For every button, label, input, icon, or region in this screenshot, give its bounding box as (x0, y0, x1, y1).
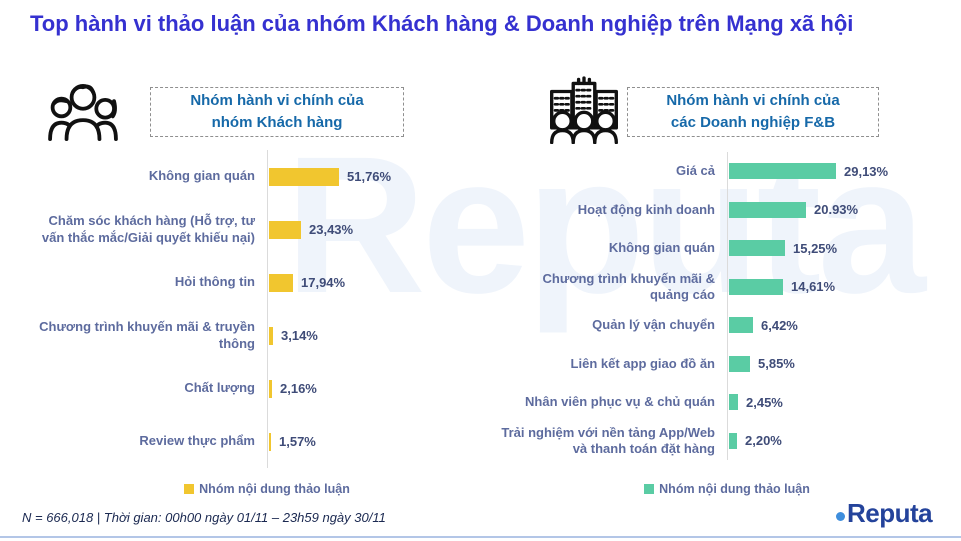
buildings-people-icon (543, 74, 625, 144)
people-group-icon (45, 78, 121, 142)
business-chart-title-line1: Nhóm hành vi chính của (666, 92, 840, 110)
chart-row: Không gian quán 51,76% (30, 150, 460, 203)
business-chart-title-line2: các Doanh nghiệp F&B (670, 114, 836, 131)
bar (729, 240, 785, 257)
bar (269, 379, 272, 398)
value-label: 1,57% (279, 434, 316, 449)
value-label: 17,94% (301, 275, 346, 290)
business-chart-legend: Nhóm nội dung thảo luận (577, 482, 877, 496)
bar (729, 163, 836, 180)
category-label: Chương trình khuyến mãi & quảng cáo (542, 270, 716, 302)
category-label: Chăm sóc khách hàng (Hỗ trợ, tư vấn thắc… (41, 213, 255, 245)
chart-row: Hỏi thông tin 17,94% (30, 256, 460, 309)
bar (269, 167, 339, 186)
bar-area: 20.93% (727, 190, 945, 229)
chart-row: Giá cả 29,13% (500, 152, 945, 191)
bar (269, 273, 293, 292)
value-label: 20.93% (814, 202, 859, 218)
legend-swatch-green (644, 484, 655, 494)
category-label: Không gian quán (148, 168, 255, 184)
value-label: 14,61% (791, 279, 836, 295)
reputa-logo: Reputa (836, 498, 933, 528)
bar (729, 355, 750, 372)
business-chart-header: Nhóm hành vi chính của các Doanh nghiệp … (627, 87, 879, 137)
category-label: Giá cả (675, 163, 715, 179)
business-chart: Giá cả 29,13% Hoạt động kinh doanh 20.93% Kh… (500, 152, 945, 460)
page-title: Top hành vi thảo luận của nhóm Khách hàn… (30, 11, 854, 36)
bar-area: 17,94% (267, 256, 460, 309)
chart-row: Quản lý vận chuyển 6,42% (500, 306, 945, 345)
customer-chart: Không gian quán 51,76% Chăm sóc khách hàng… (30, 150, 460, 468)
value-label: 2,20% (745, 433, 782, 449)
customer-chart-legend: Nhóm nội dung thảo luận (117, 482, 417, 496)
bar (729, 201, 806, 218)
customer-chart-title-line2: nhóm Khách hàng (211, 114, 343, 131)
value-label: 15,25% (793, 240, 838, 256)
category-label: Quản lý vận chuyển (592, 317, 715, 333)
chart-row: Trải nghiệm với nền tảng App/Web và than… (500, 421, 945, 460)
bar (729, 394, 738, 411)
bar (729, 278, 783, 295)
category-label: Không gian quán (608, 240, 715, 256)
chart-row: Chương trình khuyến mãi & quảng cáo 14,61… (500, 267, 945, 306)
bar-area: 14,61% (727, 267, 945, 306)
legend-label: Nhóm nội dung thảo luận (199, 482, 350, 496)
bar (269, 326, 273, 345)
value-label: 2,16% (280, 381, 317, 396)
category-label: Chất lượng (184, 380, 255, 396)
category-label: Hoạt động kinh doanh (577, 201, 715, 217)
sample-size-and-period-note: N = 666,018 | Thời gian: 00h00 ngày 01/1… (22, 510, 386, 525)
bar-area: 51,76% (267, 150, 460, 203)
bar (729, 317, 753, 334)
chart-row: Nhân viên phục vụ & chủ quán 2,45% (500, 383, 945, 422)
chart-row: Review thực phẩm 1,57% (30, 415, 460, 468)
legend-swatch-yellow (184, 484, 195, 494)
legend-label: Nhóm nội dung thảo luận (659, 482, 810, 496)
value-label: 23,43% (309, 222, 354, 237)
bar (269, 432, 271, 451)
category-label: Review thực phẩm (139, 433, 255, 449)
bar-area: 23,43% (267, 203, 460, 256)
bar-area: 5,85% (727, 344, 945, 383)
bar-area: 2,20% (727, 421, 945, 460)
bar-area: 6,42% (727, 306, 945, 345)
watermark-text: Reputa (285, 116, 926, 334)
category-label: Chương trình khuyến mãi & truyền thông (39, 319, 255, 351)
chart-row: Không gian quán 15,25% (500, 229, 945, 268)
bar (269, 220, 301, 239)
value-label: 6,42% (761, 317, 798, 333)
value-label: 3,14% (281, 328, 318, 343)
bottom-divider (0, 536, 961, 538)
value-label: 2,45% (746, 394, 783, 410)
bar-area: 3,14% (267, 309, 460, 362)
category-label: Nhân viên phục vụ & chủ quán (525, 394, 715, 410)
chart-row: Chất lượng 2,16% (30, 362, 460, 415)
bar-area: 29,13% (727, 152, 945, 191)
logo-dot-icon (836, 512, 845, 521)
chart-row: Hoạt động kinh doanh 20.93% (500, 190, 945, 229)
bar-area: 1,57% (267, 415, 460, 468)
chart-row: Liên kết app giao đồ ăn 5,85% (500, 344, 945, 383)
chart-row: Chăm sóc khách hàng (Hỗ trợ, tư vấn thắc… (30, 203, 460, 256)
customer-chart-header: Nhóm hành vi chính của nhóm Khách hàng (150, 87, 404, 137)
bar-area: 2,16% (267, 362, 460, 415)
logo-wordmark: Reputa (847, 498, 933, 528)
value-label: 51,76% (347, 169, 392, 184)
bar-area: 15,25% (727, 229, 945, 268)
bar-area: 2,45% (727, 383, 945, 422)
category-label: Trải nghiệm với nền tảng App/Web và than… (501, 424, 715, 456)
bar (729, 432, 737, 449)
category-label: Liên kết app giao đồ ăn (570, 355, 715, 371)
category-label: Hỏi thông tin (174, 274, 255, 290)
chart-row: Chương trình khuyến mãi & truyền thông 3,… (30, 309, 460, 362)
value-label: 5,85% (758, 356, 795, 372)
customer-chart-title-line1: Nhóm hành vi chính của (190, 92, 364, 110)
value-label: 29,13% (844, 163, 889, 179)
